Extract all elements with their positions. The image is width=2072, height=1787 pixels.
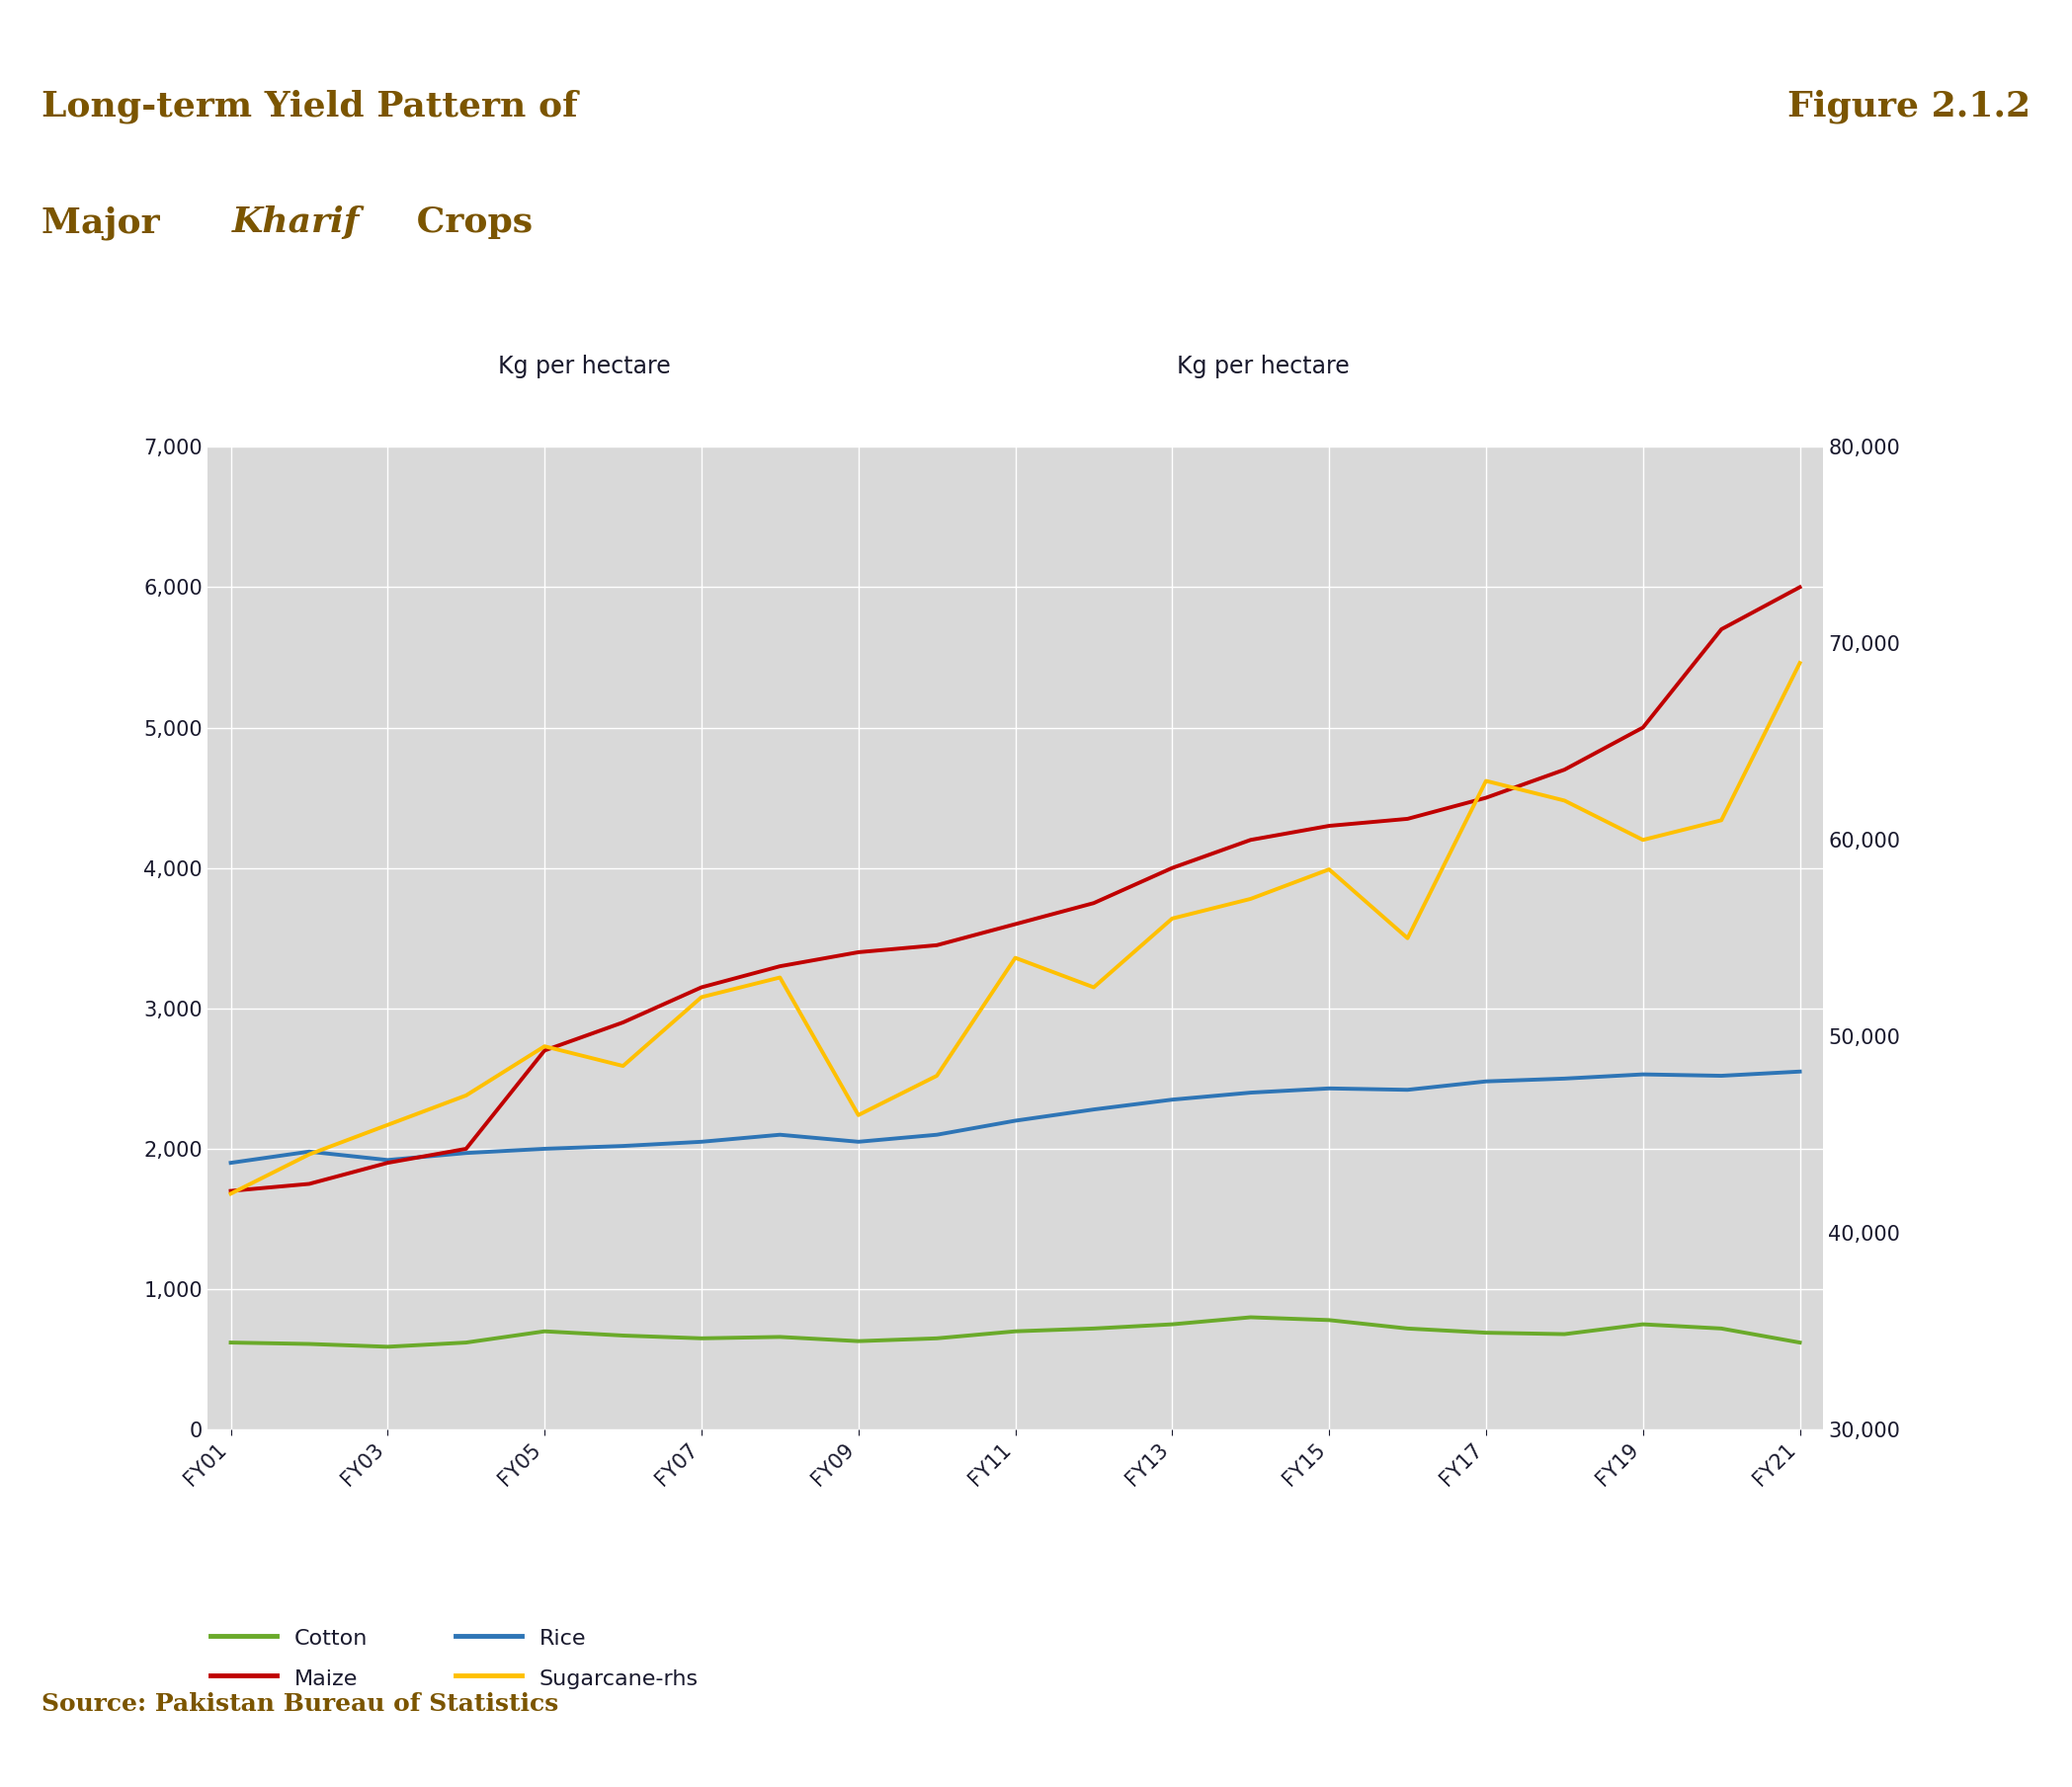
Text: Kg per hectare: Kg per hectare bbox=[497, 354, 671, 379]
Legend: Cotton, Maize, Rice, Sugarcane-rhs: Cotton, Maize, Rice, Sugarcane-rhs bbox=[201, 1617, 707, 1698]
Text: Source: Pakistan Bureau of Statistics: Source: Pakistan Bureau of Statistics bbox=[41, 1692, 559, 1716]
Text: Figure 2.1.2: Figure 2.1.2 bbox=[1788, 89, 2031, 123]
Text: Kharif: Kharif bbox=[232, 206, 361, 239]
Text: Long-term Yield Pattern of: Long-term Yield Pattern of bbox=[41, 89, 578, 123]
Text: Kg per hectare: Kg per hectare bbox=[1177, 354, 1349, 379]
Text: Major: Major bbox=[41, 206, 172, 239]
Text: Crops: Crops bbox=[404, 206, 533, 239]
